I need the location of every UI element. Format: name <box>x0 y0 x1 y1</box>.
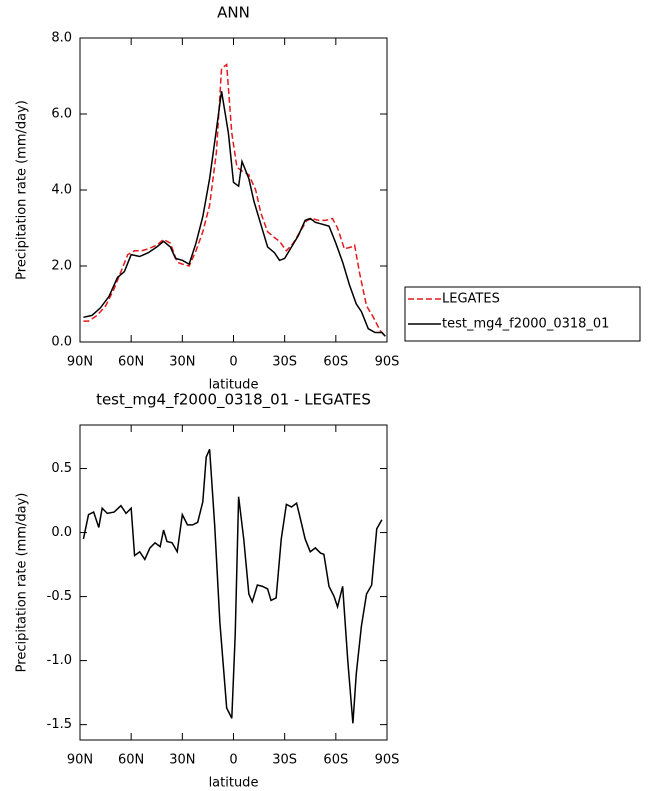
chart-title: ANN <box>217 4 250 22</box>
x-tick-label: 60N <box>118 355 144 370</box>
x-tick-label: 30N <box>169 753 195 768</box>
y-tick-label: -1.5 <box>47 717 72 732</box>
x-tick-label: 30S <box>272 753 297 768</box>
data-line <box>83 91 386 337</box>
y-tick-label: 0.5 <box>51 461 72 476</box>
chart-title: test_mg4_f2000_0318_01 - LEGATES <box>96 391 371 410</box>
y-tick-label: 8.0 <box>51 31 72 46</box>
x-tick-label: 90N <box>67 753 93 768</box>
y-axis-label: Precipitation rate (mm/day) <box>15 100 30 280</box>
y-tick-label: 6.0 <box>51 107 72 122</box>
legend-label: test_mg4_f2000_0318_01 <box>442 317 609 332</box>
x-axis-label: latitude <box>209 378 259 393</box>
x-tick-label: 30S <box>272 355 297 370</box>
y-tick-label: 4.0 <box>51 183 72 198</box>
x-tick-label: 0 <box>229 355 237 370</box>
x-tick-label: 90N <box>67 355 93 370</box>
x-tick-label: 90S <box>375 753 400 768</box>
x-tick-label: 60S <box>323 355 348 370</box>
y-tick-label: -0.5 <box>47 589 72 604</box>
data-line <box>83 63 386 337</box>
plot-frame <box>79 37 388 343</box>
y-axis-label: Precipitation rate (mm/day) <box>15 493 30 673</box>
x-tick-label: 0 <box>229 753 237 768</box>
y-tick-label: -1.0 <box>47 653 72 668</box>
y-tick-label: 2.0 <box>51 259 72 274</box>
data-line <box>82 449 383 724</box>
x-axis-label: latitude <box>209 776 259 791</box>
x-tick-label: 30N <box>169 355 195 370</box>
legend-label: LEGATES <box>442 292 500 307</box>
legend-frame <box>404 286 641 342</box>
y-tick-label: 0.0 <box>51 335 72 350</box>
x-tick-label: 60S <box>323 753 348 768</box>
x-tick-label: 90S <box>375 355 400 370</box>
y-tick-label: 0.0 <box>51 525 72 540</box>
x-tick-label: 60N <box>118 753 144 768</box>
